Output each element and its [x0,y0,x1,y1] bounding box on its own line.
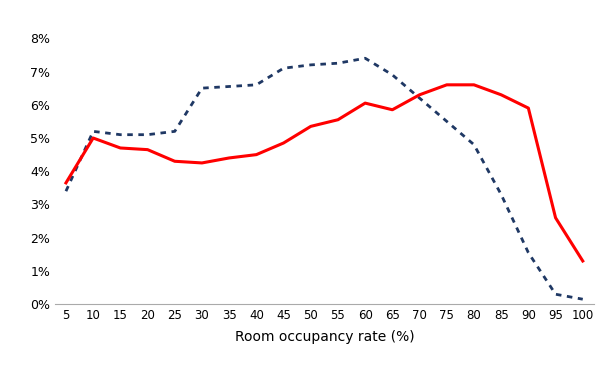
Legend: 2011, 2015: 2011, 2015 [246,384,403,390]
2015 [171,159,179,164]
2015 [280,141,287,145]
2011 [470,142,477,147]
2011 [524,250,532,255]
2015 [470,82,477,87]
2011 [416,96,424,101]
Line: 2011: 2011 [66,58,583,299]
2015 [144,147,151,152]
2015 [62,181,70,185]
2015 [524,106,532,110]
2015 [89,136,97,140]
2011 [443,119,450,124]
2011 [307,62,315,67]
2011 [498,192,505,197]
2011 [389,73,396,77]
2015 [579,259,586,263]
2011 [89,129,97,134]
2015 [416,92,424,97]
2011 [253,82,260,87]
2011 [579,297,586,301]
2011 [117,132,124,137]
2015 [443,82,450,87]
2011 [62,189,70,193]
2011 [171,129,179,134]
2015 [117,145,124,150]
Line: 2015: 2015 [66,85,583,261]
2015 [253,152,260,157]
2011 [362,56,369,60]
2015 [389,107,396,112]
2015 [362,101,369,105]
2015 [334,117,341,122]
2015 [225,156,233,160]
2015 [552,215,559,220]
2015 [307,124,315,129]
2015 [198,161,206,165]
2015 [498,92,505,97]
2011 [198,86,206,90]
2011 [334,61,341,66]
2011 [280,66,287,71]
X-axis label: Room occupancy rate (%): Room occupancy rate (%) [234,330,414,344]
2011 [144,132,151,137]
2011 [225,84,233,89]
2011 [552,292,559,296]
